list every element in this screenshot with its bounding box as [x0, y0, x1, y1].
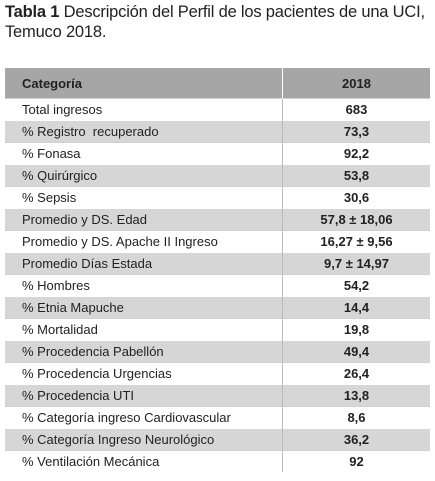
table-row: % Mortalidad 19,8 — [5, 318, 430, 341]
category-cell: % Etnia Mapuche — [5, 296, 283, 319]
value-cell: 14,4 — [282, 296, 430, 319]
table-row: % Hombres 54,2 — [5, 274, 430, 297]
table-row: % Fonasa 92,2 — [5, 142, 430, 165]
value-cell: 54,2 — [282, 274, 430, 297]
category-cell: % Ventilación Mecánica — [5, 450, 283, 472]
table-body: Total ingresos 683% Registro recuperado 73… — [5, 98, 430, 472]
table-row: % Procedencia Pabellón 49,4 — [5, 340, 430, 363]
table-row: % Categoría ingreso Cardiovascular 8,6 — [5, 406, 430, 429]
category-cell: % Procedencia UTI — [5, 384, 283, 407]
value-cell: 13,8 — [282, 384, 430, 407]
category-cell: % Categoría Ingreso Neurológico — [5, 428, 283, 451]
table-row: % Sepsis 30,6 — [5, 186, 430, 209]
value-cell: 9,7 ± 14,97 — [282, 252, 430, 275]
table-row: % Categoría Ingreso Neurológico 36,2 — [5, 428, 430, 451]
category-cell: % Procedencia Urgencias — [5, 362, 283, 385]
category-cell: Promedio y DS. Apache II Ingreso — [5, 230, 283, 253]
table: Categoría 2018 Total ingresos 683% Regist… — [5, 68, 430, 472]
value-cell: 73,3 — [282, 120, 430, 143]
table-row: % Quirúrgico 53,8 — [5, 164, 430, 187]
value-cell: 26,4 — [282, 362, 430, 385]
table-row: % Etnia Mapuche 14,4 — [5, 296, 430, 319]
value-cell: 53,8 — [282, 164, 430, 187]
header-row: Categoría 2018 — [5, 68, 430, 99]
category-cell: % Hombres — [5, 274, 283, 297]
table-row: % Registro recuperado 73,3 — [5, 120, 430, 143]
category-cell: % Procedencia Pabellón — [5, 340, 283, 363]
table-row: % Procedencia Urgencias 26,4 — [5, 362, 430, 385]
category-cell: % Mortalidad — [5, 318, 283, 341]
table-row: Promedio y DS. Apache II Ingreso 16,27 ± … — [5, 230, 430, 253]
value-cell: 30,6 — [282, 186, 430, 209]
category-cell: % Fonasa — [5, 142, 283, 165]
value-cell: 57,8 ± 18,06 — [282, 208, 430, 231]
category-cell: % Categoría ingreso Cardiovascular — [5, 406, 283, 429]
value-cell: 16,27 ± 9,56 — [282, 230, 430, 253]
category-cell: Promedio y DS. Edad — [5, 208, 283, 231]
header-cell: 2018 — [282, 68, 430, 99]
value-cell: 19,8 — [282, 318, 430, 341]
caption: Tabla 1 Descripción del Perfil de los pa… — [5, 2, 430, 42]
category-cell: Total ingresos — [5, 98, 283, 121]
category-cell: % Sepsis — [5, 186, 283, 209]
category-cell: % Quirúrgico — [5, 164, 283, 187]
caption-text: Descripción del Perfil de los pacientes … — [5, 3, 425, 41]
value-cell: 92,2 — [282, 142, 430, 165]
value-cell: 49,4 — [282, 340, 430, 363]
table-row: Promedio Días Estada 9,7 ± 14,97 — [5, 252, 430, 275]
value-cell: 8,6 — [282, 406, 430, 429]
table-row: % Ventilación Mecánica 92 — [5, 450, 430, 472]
category-cell: % Registro recuperado — [5, 120, 283, 143]
value-cell: 36,2 — [282, 428, 430, 451]
value-cell: 92 — [282, 450, 430, 472]
table-row: Promedio y DS. Edad 57,8 ± 18,06 — [5, 208, 430, 231]
table-row: % Procedencia UTI 13,8 — [5, 384, 430, 407]
value-cell: 683 — [282, 98, 430, 121]
header-cell: Categoría — [5, 68, 283, 99]
table-row: Total ingresos 683 — [5, 98, 430, 121]
category-cell: Promedio Días Estada — [5, 252, 283, 275]
caption-label: Tabla 1 — [5, 3, 60, 21]
